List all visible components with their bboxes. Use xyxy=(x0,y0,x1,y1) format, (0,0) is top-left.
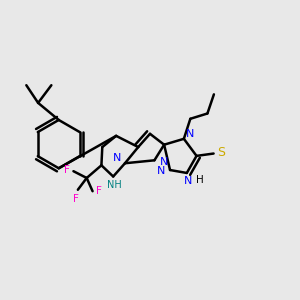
Text: NH: NH xyxy=(107,180,122,190)
Text: N: N xyxy=(186,129,194,139)
Text: N: N xyxy=(157,167,165,176)
Text: S: S xyxy=(217,146,225,159)
Text: F: F xyxy=(96,186,102,196)
Text: F: F xyxy=(64,165,70,175)
Text: H: H xyxy=(196,175,204,185)
Text: N: N xyxy=(160,157,168,167)
Text: N: N xyxy=(112,153,121,163)
Text: N: N xyxy=(184,176,193,186)
Text: F: F xyxy=(74,194,79,204)
